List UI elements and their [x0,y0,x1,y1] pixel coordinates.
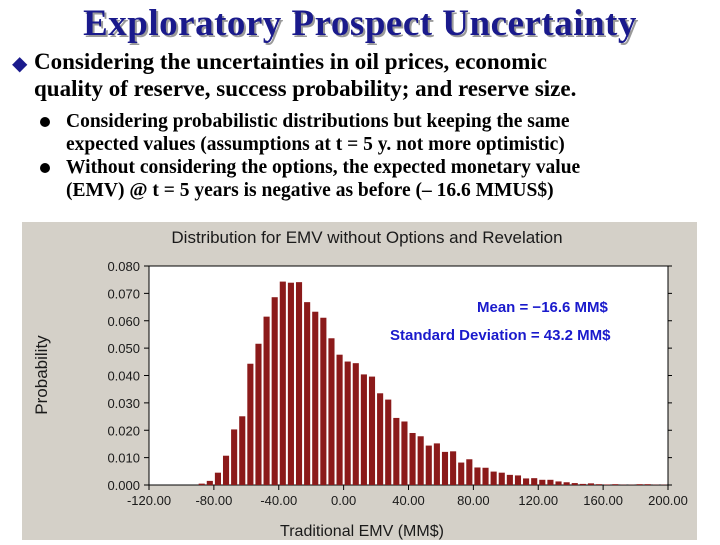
histogram-bar [499,473,505,485]
histogram-bar [572,483,578,485]
histogram-bar [255,344,261,485]
histogram-bar [239,416,245,485]
histogram-bar [385,400,391,485]
histogram-bar [515,475,521,485]
histogram-chart: Distribution for EMV without Options and… [22,222,697,540]
y-tick-label: 0.060 [107,314,140,329]
main-bullet-line-1: Considering the uncertainties in oil pri… [12,48,712,75]
chart-title: Distribution for EMV without Options and… [171,228,562,247]
histogram-bar [482,468,488,485]
x-tick-label: 0.00 [331,493,356,508]
histogram-bar [596,484,602,485]
histogram-bar [580,484,586,485]
histogram-bar [604,484,610,485]
histogram-bar [377,393,383,485]
y-tick-label: 0.010 [107,451,140,466]
histogram-bar [507,475,513,485]
y-tick-label: 0.030 [107,396,140,411]
histogram-bar [426,446,432,485]
sub-bullet-1-line-2: expected values (assumptions at t = 5 y.… [40,133,710,156]
y-tick-label: 0.070 [107,286,140,301]
histogram-bar [264,317,270,485]
histogram-bar [531,478,537,485]
histogram-bar [280,282,286,485]
x-axis-label: Traditional EMV (MM$) [280,523,444,540]
x-tick-label: 80.00 [457,493,490,508]
y-tick-label: 0.040 [107,369,140,384]
histogram-bar [369,377,375,485]
histogram-bar [434,443,440,485]
histogram-bar [199,484,205,485]
histogram-bar [296,282,302,485]
histogram-bar [320,318,326,485]
histogram-bar [304,302,310,485]
sub-bullet-2-line-2: (EMV) @ t = 5 years is negative as befor… [40,179,710,202]
x-tick-label: -40.00 [260,493,297,508]
y-tick-label: 0.080 [107,259,140,274]
slide-title: Exploratory Prospect Uncertainty [0,2,720,45]
sub-bullet-1-line-1: Considering probabilistic distributions … [40,110,710,133]
histogram-bar [491,472,497,485]
histogram-bar [418,436,424,485]
x-tick-label: 120.00 [518,493,558,508]
histogram-bar [410,433,416,485]
histogram-bar [612,484,618,485]
round-bullet-icon [40,117,50,127]
histogram-bar [637,484,643,485]
histogram-bar [458,463,464,485]
histogram-bar [353,363,359,485]
histogram-bar [223,456,229,485]
histogram-bar [539,480,545,485]
histogram-bar [645,484,651,485]
histogram-bar [450,451,456,485]
x-tick-label: -80.00 [195,493,232,508]
histogram-bar [231,429,237,485]
diamond-bullet-icon: ◆ [12,50,27,77]
histogram-bar [474,467,480,485]
histogram-bar [345,362,351,485]
histogram-bar [555,481,561,485]
x-tick-label: 40.00 [392,493,425,508]
histogram-bar [523,478,529,485]
histogram-bar [564,482,570,485]
histogram-bar [337,355,343,485]
histogram-bar [272,297,278,485]
histogram-bar [328,338,334,485]
histogram-bar [588,483,594,485]
histogram-bar [288,283,294,485]
y-tick-label: 0.000 [107,478,140,493]
histogram-bar [401,421,407,485]
sub-bullet-2-line-1: Without considering the options, the exp… [40,156,710,179]
y-tick-label: 0.050 [107,341,140,356]
chart-panel: Distribution for EMV without Options and… [22,222,697,540]
main-bullet: ◆ Considering the uncertainties in oil p… [12,48,712,102]
histogram-bar [466,459,472,485]
histogram-bar [361,374,367,485]
sub-bullet-2: Without considering the options, the exp… [40,156,710,202]
histogram-bar [547,480,553,485]
histogram-bar [215,473,221,485]
annotation-mean: Mean = −16.6 MM$ [477,299,609,316]
histogram-bar [312,312,318,485]
x-tick-label: 160.00 [583,493,623,508]
histogram-bar [442,452,448,485]
x-axis-ticks: -120.00 -80.00 -40.00 0.00 40.00 80.00 120.00 1… [127,485,688,508]
sub-bullet-1: Considering probabilistic distributions … [40,110,710,156]
histogram-bar [207,481,213,485]
annotation-std-dev: Standard Deviation = 43.2 MM$ [390,327,611,344]
histogram-bar [393,418,399,485]
y-tick-label: 0.020 [107,423,140,438]
sub-bullet-list: Considering probabilistic distributions … [40,110,710,202]
y-axis-label: Probability [32,335,51,415]
x-tick-label: -120.00 [127,493,171,508]
main-bullet-line-2: quality of reserve, success probability;… [12,75,712,102]
histogram-bar [247,364,253,485]
x-tick-label: 200.00 [648,493,688,508]
round-bullet-icon [40,163,50,173]
